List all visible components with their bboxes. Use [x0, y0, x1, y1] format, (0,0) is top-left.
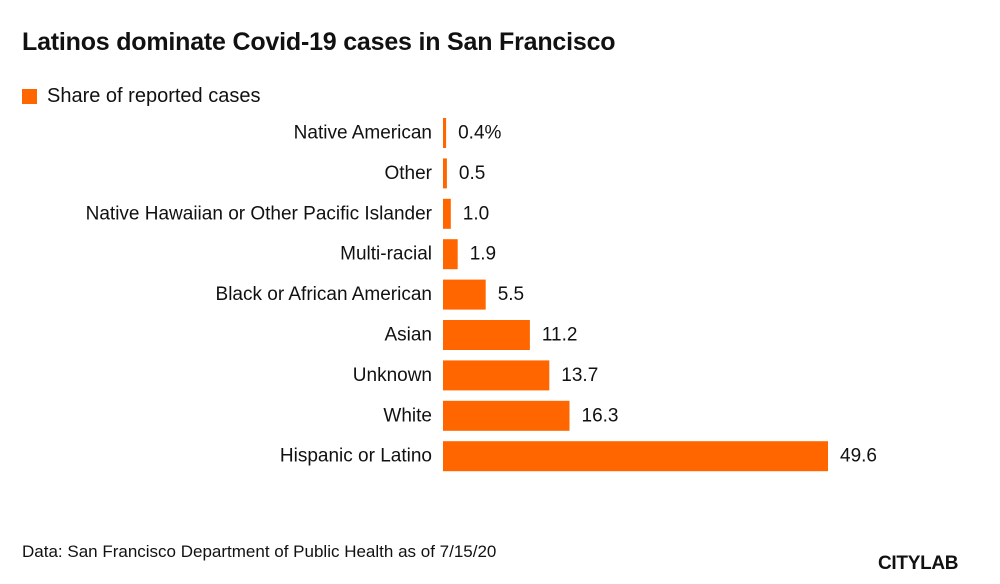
bar-native-hawaiian-or-other-pacific-islander — [443, 198, 451, 229]
category-label-hispanic-or-latino: Hispanic or Latino — [280, 446, 432, 467]
category-label-native-hawaiian-or-other-pacific-islander: Native Hawaiian or Other Pacific Islande… — [86, 203, 433, 224]
value-label-black-or-african-american: 5.5 — [498, 284, 524, 305]
bar-native-american — [443, 118, 447, 148]
bar-other — [443, 158, 447, 189]
value-label-native-hawaiian-or-other-pacific-islander: 1.0 — [463, 203, 489, 224]
value-label-native-american: 0.4% — [458, 123, 501, 144]
category-label-black-or-african-american: Black or African American — [216, 284, 432, 305]
category-label-white: White — [383, 405, 432, 426]
bar-unknown — [443, 360, 550, 391]
legend-swatch — [22, 88, 37, 104]
bar-multi-racial — [443, 239, 458, 270]
category-label-native-american: Native American — [294, 123, 432, 144]
category-label-multi-racial: Multi-racial — [340, 244, 432, 265]
category-label-other: Other — [384, 163, 432, 184]
legend-label: Share of reported cases — [47, 84, 261, 107]
value-label-unknown: 13.7 — [561, 365, 598, 386]
chart-title: Latinos dominate Covid-19 cases in San F… — [22, 28, 616, 56]
value-label-multi-racial: 1.9 — [470, 244, 496, 265]
value-label-asian: 11.2 — [542, 325, 578, 346]
category-label-asian: Asian — [384, 325, 432, 346]
value-label-hispanic-or-latino: 49.6 — [840, 446, 877, 467]
citylab-logo: CITYLAB — [878, 553, 959, 574]
value-label-white: 16.3 — [582, 405, 619, 426]
category-label-unknown: Unknown — [353, 365, 432, 386]
bar-hispanic-or-latino — [443, 441, 828, 472]
bar-asian — [443, 320, 530, 350]
chart-legend: Share of reported cases — [22, 84, 260, 108]
bar-black-or-african-american — [443, 279, 486, 310]
value-label-other: 0.5 — [459, 163, 485, 184]
bar-white — [443, 400, 570, 431]
source-note: Data: San Francisco Department of Public… — [22, 542, 497, 561]
